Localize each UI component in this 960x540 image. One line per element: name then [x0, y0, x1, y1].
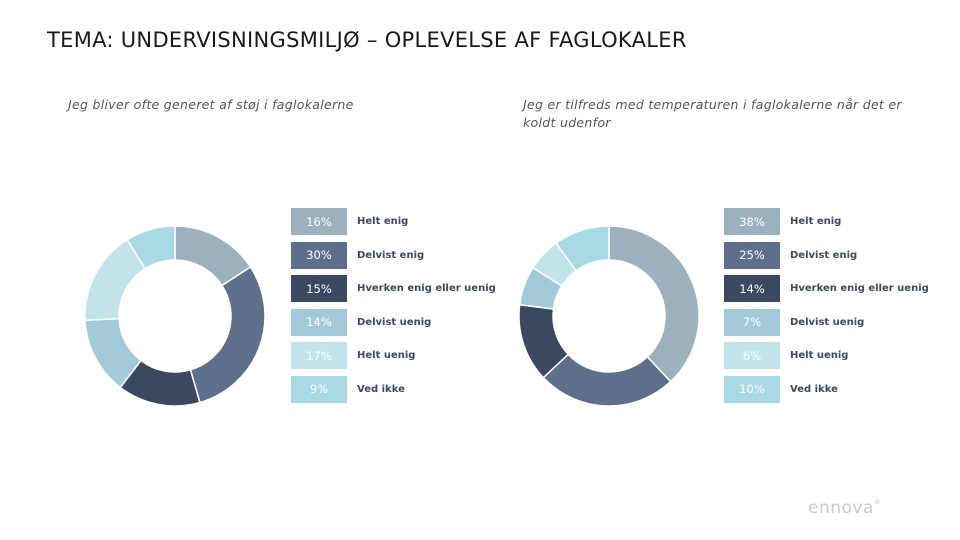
- legend-category-label: Helt uenig: [790, 350, 849, 362]
- legend-item: 7% Delvist uenig: [724, 308, 929, 336]
- legend-item: 25% Delvist enig: [724, 241, 929, 269]
- legend-item: 15% Hverken enig eller uenig: [291, 275, 496, 303]
- legend-value-label: 16%: [291, 208, 347, 235]
- donut-slice-2: [189, 265, 266, 404]
- legend-value-label: 30%: [291, 241, 347, 269]
- donut-slice-6: [555, 225, 610, 272]
- legend-value-label: 10%: [724, 375, 780, 403]
- legend-item: 30% Delvist enig: [291, 241, 496, 269]
- chart-1-question: Jeg bliver ofte generet af støj i faglok…: [68, 97, 354, 112]
- donut-slice-1: [608, 225, 700, 383]
- ennova-logo: ennova®: [808, 498, 882, 518]
- legend-value-label: 6%: [724, 342, 780, 370]
- legend-value-label: 17%: [291, 342, 347, 370]
- legend-value-label: 38%: [724, 208, 780, 235]
- donut-chart-1: [84, 225, 266, 407]
- legend-item: 16% Helt enig: [291, 208, 496, 235]
- legend-item: 14% Delvist uenig: [291, 308, 496, 336]
- legend-category-label: Helt uenig: [357, 350, 416, 362]
- legend-value-label: 14%: [724, 275, 780, 303]
- legend-item: 14% Hverken enig eller uenig: [724, 275, 929, 303]
- legend-chart-2: 38% Helt enig 25% Delvist enig 14% Hverken en…: [724, 208, 929, 410]
- legend-category-label: Helt enig: [357, 216, 409, 227]
- legend-category-label: Delvist uenig: [357, 316, 432, 328]
- legend-item: 38% Helt enig: [724, 208, 929, 235]
- legend-category-label: Ved ikke: [790, 383, 838, 395]
- legend-value-label: 9%: [291, 375, 347, 403]
- donut-chart-2: [518, 225, 700, 407]
- legend-value-label: 14%: [291, 308, 347, 336]
- chart-2-question: Jeg er tilfreds med temperaturen i faglo…: [523, 97, 902, 130]
- legend-item: 10% Ved ikke: [724, 375, 929, 403]
- legend-category-label: Delvist uenig: [790, 316, 865, 328]
- legend-item: 17% Helt uenig: [291, 342, 496, 370]
- legend-item: 6% Helt uenig: [724, 342, 929, 370]
- legend-chart-1: 16% Helt enig 30% Delvist enig 15% Hverken en…: [291, 208, 496, 410]
- donut-slice-2: [542, 353, 672, 407]
- legend-value-label: 25%: [724, 241, 780, 269]
- legend-category-label: Delvist enig: [357, 249, 425, 261]
- legend-category-label: Delvist enig: [790, 249, 858, 261]
- donut-slice-6: [126, 225, 176, 270]
- page-title: TEMA: UNDERVISNINGSMILJØ – OPLEVELSE AF …: [47, 28, 687, 52]
- legend-category-label: Hverken enig eller uenig: [790, 283, 929, 295]
- legend-value-label: 7%: [724, 308, 780, 336]
- legend-category-label: Hverken enig eller uenig: [357, 283, 496, 295]
- legend-value-label: 15%: [291, 275, 347, 303]
- legend-category-label: Helt enig: [790, 216, 842, 227]
- legend-item: 9% Ved ikke: [291, 375, 496, 403]
- legend-category-label: Ved ikke: [357, 383, 405, 395]
